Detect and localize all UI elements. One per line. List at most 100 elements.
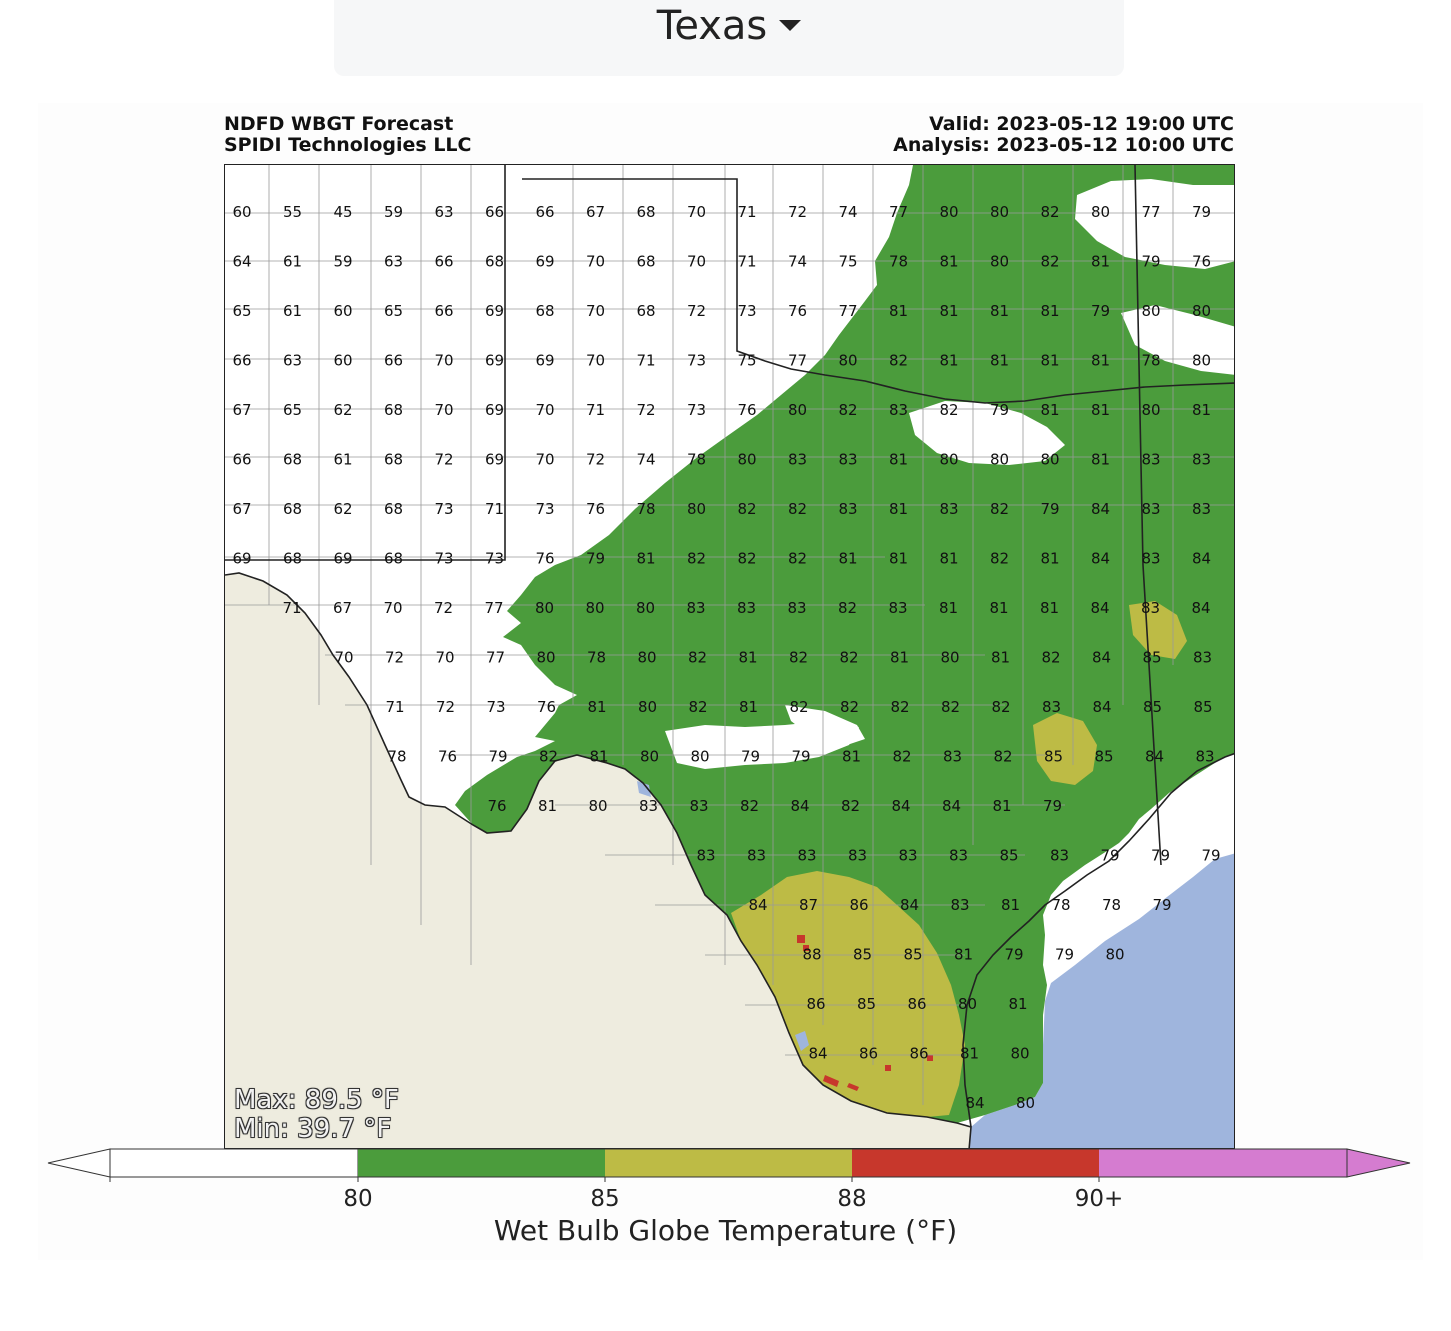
station-value-label: 78	[889, 253, 908, 271]
station-value-label: 84	[1091, 500, 1110, 518]
station-value-label: 77	[1141, 203, 1160, 221]
station-value-label: 81	[1040, 599, 1059, 617]
station-value-label: 81	[890, 649, 909, 667]
station-value-label: 74	[838, 203, 857, 221]
figure-title: NDFD WBGT Forecast	[224, 113, 454, 135]
station-value-label: 80	[1141, 302, 1160, 320]
station-value-label: 81	[939, 253, 958, 271]
station-value-label: 65	[232, 302, 251, 320]
station-value-label: 83	[889, 401, 908, 419]
max-min-stats: Max: 89.5 °F Min: 39.7 °F	[234, 1086, 399, 1144]
region-dropdown-label: Texas	[656, 3, 768, 49]
station-value-label: 75	[838, 253, 857, 271]
station-value-label: 83	[1141, 550, 1160, 568]
station-value-label: 84	[1092, 698, 1111, 716]
nm-border	[225, 165, 506, 561]
station-value-label: 70	[383, 599, 402, 617]
station-value-label: 73	[535, 500, 554, 518]
station-value-label: 76	[535, 550, 554, 568]
station-value-label: 84	[965, 1094, 984, 1112]
station-value-label: 81	[1091, 401, 1110, 419]
station-value-label: 81	[889, 302, 908, 320]
station-value-label: 82	[688, 649, 707, 667]
station-value-label: 69	[485, 401, 504, 419]
station-value-label: 76	[487, 797, 506, 815]
station-value-label: 70	[586, 352, 605, 370]
point-values-layer: 60 55 45 59 63 66 66 67 68 70 71 72 74 77 80 80 82 80 77 79…	[232, 203, 1220, 1112]
colorbar	[47, 1148, 1411, 1182]
station-value-label: 83	[943, 748, 962, 766]
station-value-label: 73	[737, 302, 756, 320]
station-value-label: 66	[384, 352, 403, 370]
wbgt-map: 60 55 45 59 63 66 66 67 68 70 71 72 74 77 80 80 82 80 77 79…	[224, 164, 1235, 1149]
wbgt-85-88-ne	[1129, 601, 1187, 659]
station-value-label: 59	[384, 203, 403, 221]
wbgt-85-88-south	[731, 871, 965, 1117]
station-value-label: 59	[333, 253, 352, 271]
station-value-label: 82	[737, 550, 756, 568]
station-value-label: 80	[1141, 401, 1160, 419]
station-value-label: 68	[384, 500, 403, 518]
station-value-label: 72	[788, 203, 807, 221]
station-value-label: 81	[989, 599, 1008, 617]
station-value-label: 81	[939, 550, 958, 568]
station-value-label: 83	[898, 847, 917, 865]
station-value-label: 82	[939, 401, 958, 419]
colorbar-bin-85-88	[605, 1149, 852, 1177]
region-dropdown[interactable]: Texas	[334, 0, 1124, 76]
station-value-label: 80	[958, 995, 977, 1013]
station-value-label: 79	[791, 748, 810, 766]
station-value-label: 84	[1091, 550, 1110, 568]
station-value-label: 78	[587, 649, 606, 667]
station-value-label: 81	[960, 1045, 979, 1063]
station-value-label: 85	[999, 847, 1018, 865]
station-value-label: 85	[1142, 649, 1161, 667]
station-value-label: 70	[586, 302, 605, 320]
station-value-label: 83	[888, 599, 907, 617]
station-value-label: 70	[334, 649, 353, 667]
wbgt-map-canvas: 60 55 45 59 63 66 66 67 68 70 71 72 74 77 80 80 82 80 77 79…	[225, 165, 1234, 1148]
valid-time: Valid: 2023-05-12 19:00 UTC	[929, 113, 1234, 135]
station-value-label: 80	[687, 500, 706, 518]
station-value-label: 82	[737, 500, 756, 518]
gulf-coastline	[962, 752, 1234, 1128]
station-value-label: 83	[949, 847, 968, 865]
station-value-label: 83	[689, 797, 708, 815]
station-value-label: 81	[739, 698, 758, 716]
station-value-label: 73	[687, 352, 706, 370]
station-value-label: 69	[232, 550, 251, 568]
station-value-label: 81	[939, 599, 958, 617]
station-value-label: 71	[737, 253, 756, 271]
station-value-label: 83	[639, 797, 658, 815]
station-value-label: 71	[737, 203, 756, 221]
station-value-label: 82	[788, 500, 807, 518]
station-value-label: 67	[333, 599, 352, 617]
station-value-label: 73	[687, 401, 706, 419]
station-value-label: 83	[1042, 698, 1061, 716]
station-value-label: 83	[737, 599, 756, 617]
station-value-label: 78	[1051, 896, 1070, 914]
station-value-label: 79	[1192, 203, 1211, 221]
station-value-label: 83	[1141, 599, 1160, 617]
station-value-label: 77	[486, 649, 505, 667]
station-value-label: 70	[687, 203, 706, 221]
station-value-label: 78	[1102, 896, 1121, 914]
station-value-label: 72	[434, 599, 453, 617]
station-value-label: 81	[991, 649, 1010, 667]
station-value-label: 79	[586, 550, 605, 568]
station-value-label: 81	[1040, 550, 1059, 568]
mexico-land	[225, 573, 971, 1148]
station-value-label: 71	[485, 500, 504, 518]
colorbar-bin-90-plus	[1099, 1149, 1347, 1177]
station-value-label: 82	[539, 748, 558, 766]
station-value-label: 63	[434, 203, 453, 221]
station-value-label: 81	[954, 946, 973, 964]
colorbar-bin-80-85	[358, 1149, 605, 1177]
station-value-label: 77	[838, 302, 857, 320]
station-value-label: 69	[485, 352, 504, 370]
station-value-label: 80	[838, 352, 857, 370]
station-value-label: 83	[838, 500, 857, 518]
colorbar-tick-90plus: 90+	[1074, 1186, 1124, 1212]
ok-border	[522, 178, 1234, 404]
caret-down-icon	[779, 19, 802, 31]
